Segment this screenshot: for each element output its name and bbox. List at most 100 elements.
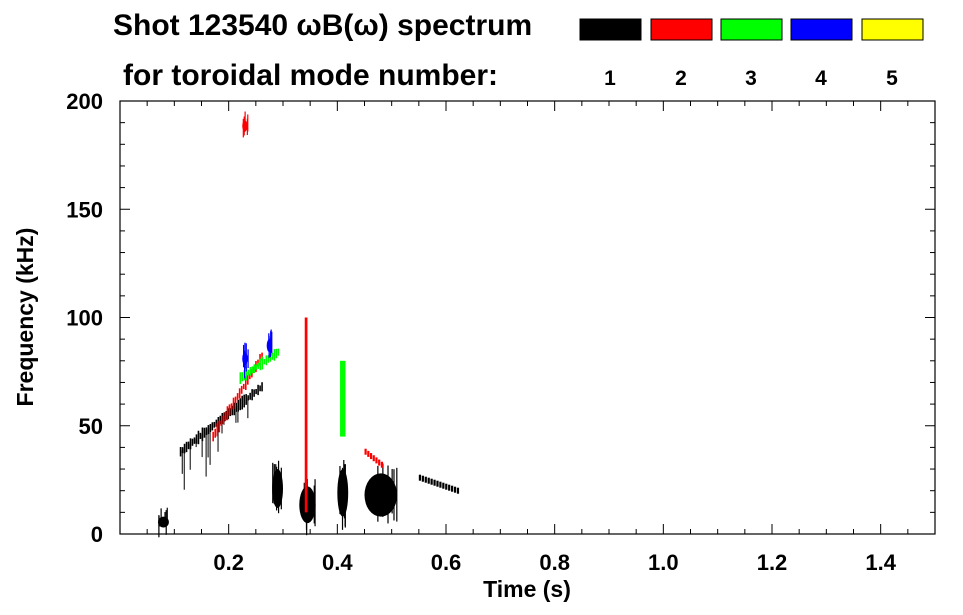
chirp-segment: [273, 349, 276, 361]
legend-swatch-4: [790, 18, 853, 41]
blob-streak: [242, 118, 244, 138]
chirp-segment: [187, 441, 190, 450]
chirp-segment: [261, 356, 264, 370]
feature-mode-4-blob-13: [242, 342, 249, 379]
blob-streak: [393, 469, 395, 521]
band-segment: [433, 479, 436, 486]
chirp-segment: [214, 428, 217, 438]
feature-mode-3-chirp-11: [239, 348, 280, 384]
blob-streak: [158, 515, 160, 528]
x-tick-label: 1.2: [757, 550, 788, 575]
chirp-tail: [195, 439, 197, 448]
blob-streak: [165, 510, 167, 535]
legend-label-3: 3: [745, 67, 757, 90]
feature-mode-1-blob-4: [337, 459, 349, 530]
x-axis-label: Time (s): [483, 576, 571, 602]
blob-streak: [314, 479, 316, 527]
feature-mode-1-blob-2: [272, 460, 284, 514]
blob-streak: [275, 466, 278, 511]
band-segment: [380, 461, 383, 468]
chirp-tail: [237, 405, 239, 423]
chirp-segment: [261, 382, 263, 392]
chirp-tail: [181, 450, 183, 474]
blob-streak: [269, 337, 271, 358]
y-axis-label: Frequency (kHz): [12, 228, 38, 407]
chirp-segment: [247, 369, 250, 376]
band-segment: [378, 459, 381, 466]
legend-label-5: 5: [886, 67, 898, 90]
chirp-segment: [211, 422, 214, 431]
chirp-tail: [207, 429, 209, 458]
chirp-segment: [199, 432, 202, 439]
band-segment: [375, 457, 378, 464]
chirp-segment: [222, 415, 225, 425]
band-segment: [439, 481, 442, 488]
chirp-segment: [209, 423, 212, 432]
chirp-segment: [225, 410, 228, 420]
band-segment: [430, 478, 433, 485]
chirp-segment: [191, 438, 194, 446]
band-segment: [424, 476, 427, 483]
chirp-segment: [269, 353, 272, 362]
y-tick-label: 150: [66, 197, 103, 222]
band-segment: [364, 448, 367, 455]
chirp-segment: [261, 352, 263, 361]
chirp-segment: [265, 355, 268, 366]
chirp-segment: [249, 392, 251, 400]
chirp-segment: [240, 385, 243, 394]
chirp-segment: [241, 395, 243, 410]
chirp-tail: [247, 397, 249, 419]
title-line-1: Shot 123540 ωB(ω) spectrum: [113, 9, 532, 42]
blob-streak: [391, 468, 393, 514]
chirp-segment: [218, 420, 221, 433]
chirp-tail: [209, 427, 211, 465]
legend-swatch-3: [720, 18, 783, 41]
blob-streak: [271, 331, 273, 354]
chirp-segment: [257, 384, 259, 396]
band-segment: [442, 482, 445, 489]
chirp-segment: [212, 431, 214, 442]
legend-label-1: 1: [604, 67, 616, 90]
band-segment: [453, 486, 457, 493]
chirp-segment: [193, 437, 196, 444]
feature-mode-2-blob-8: [242, 111, 249, 138]
chirp-segment: [277, 348, 280, 356]
chirp-segment: [216, 423, 219, 437]
band-segment: [369, 453, 373, 460]
chirp-segment: [232, 397, 235, 409]
blob-streak: [280, 467, 282, 510]
blob-streak: [242, 344, 245, 368]
y-tick-label: 100: [66, 306, 103, 331]
feature-mode-1-chirp-0: [179, 382, 263, 490]
chirp-segment: [239, 372, 242, 384]
chirp-segment: [231, 405, 234, 416]
blob-streak: [343, 459, 345, 517]
chirp-segment: [226, 406, 229, 421]
chirp-segment: [233, 402, 236, 416]
blob-streak: [382, 463, 384, 517]
chirp-segment: [224, 411, 227, 422]
chirp-segment: [243, 394, 245, 408]
chirp-segment: [213, 421, 216, 428]
plot-frame: [119, 100, 936, 535]
x-tick-label: 0.2: [213, 550, 244, 575]
spectral-blob: [364, 473, 398, 517]
feature-mode-4-blob-14: [266, 329, 273, 358]
band-segment: [421, 475, 424, 482]
blob-streak: [245, 343, 247, 372]
chirp-segment: [219, 415, 222, 425]
chirp-segment: [245, 394, 247, 405]
chirp-segment: [255, 364, 258, 370]
feature-mode-3-spike-12: [340, 360, 346, 437]
blob-streak: [387, 465, 389, 524]
chirp-segment: [259, 358, 262, 371]
legend-label-2: 2: [675, 67, 687, 90]
blob-streak: [160, 508, 162, 522]
chirp-segment: [239, 398, 242, 411]
feature-mode-2-spike-10: [304, 317, 308, 513]
blob-streak: [270, 329, 272, 353]
feature-mode-1-blob-1: [158, 507, 169, 538]
chirp-segment: [251, 389, 253, 401]
blob-streak: [166, 507, 168, 523]
chirp-segment: [220, 420, 223, 426]
